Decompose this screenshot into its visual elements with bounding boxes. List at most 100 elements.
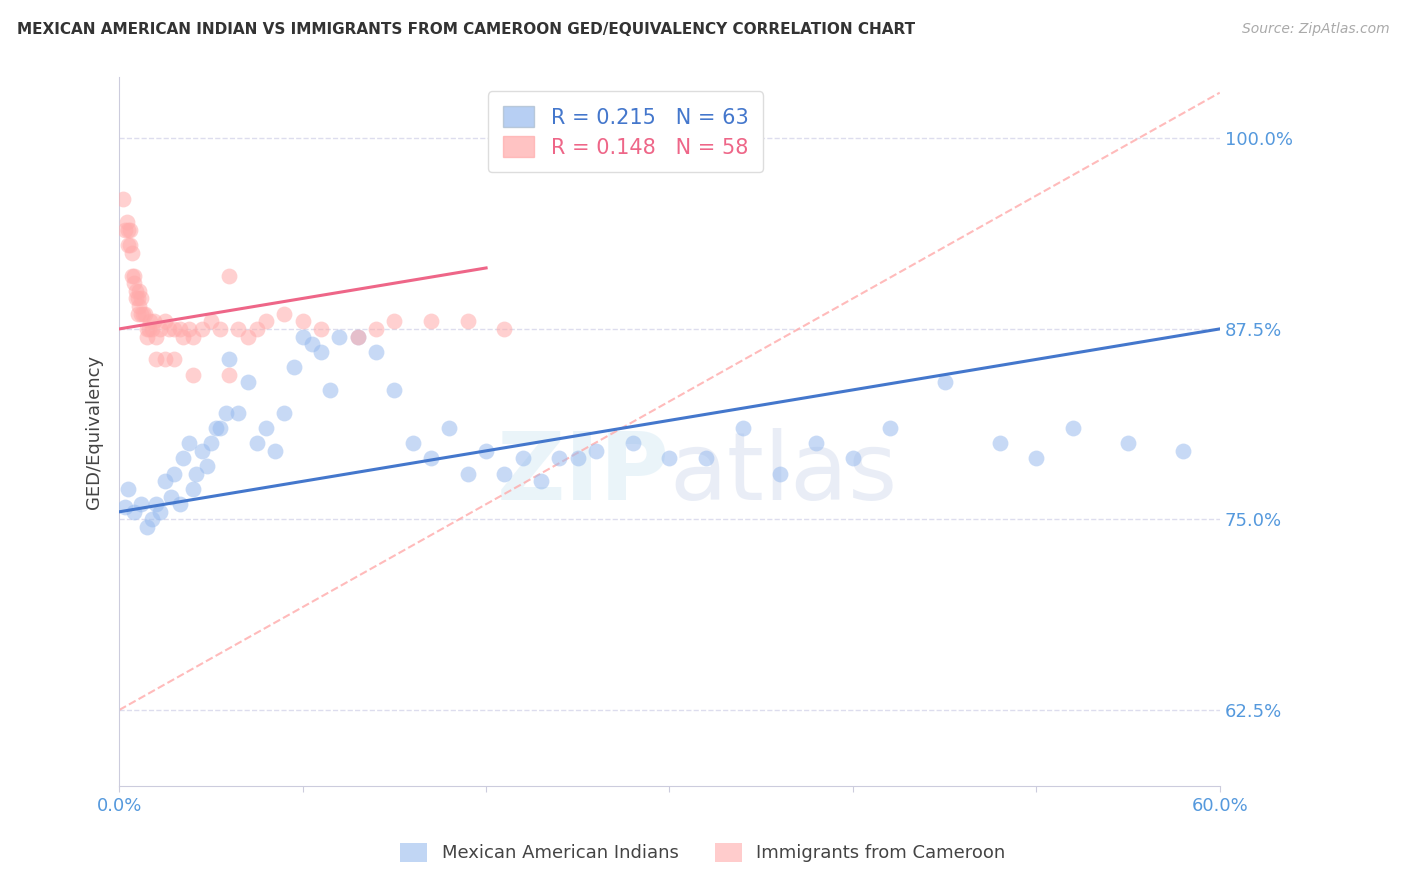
Point <box>128 284 150 298</box>
Point <box>346 329 368 343</box>
Point <box>328 329 350 343</box>
Point <box>264 443 287 458</box>
Point <box>402 436 425 450</box>
Point <box>934 376 956 390</box>
Point <box>177 436 200 450</box>
Point <box>548 451 571 466</box>
Point <box>111 193 134 207</box>
Point <box>117 482 139 496</box>
Point <box>114 500 136 515</box>
Point <box>138 322 160 336</box>
Text: MEXICAN AMERICAN INDIAN VS IMMIGRANTS FROM CAMEROON GED/EQUIVALENCY CORRELATION : MEXICAN AMERICAN INDIAN VS IMMIGRANTS FR… <box>17 22 915 37</box>
Point <box>879 421 901 435</box>
Point <box>494 322 516 336</box>
Point <box>291 329 314 343</box>
Point <box>283 359 305 374</box>
Point <box>115 215 138 229</box>
Point <box>512 451 534 466</box>
Point <box>135 329 157 343</box>
Point <box>1025 451 1047 466</box>
Point <box>218 268 240 283</box>
Point <box>731 421 754 435</box>
Point <box>145 497 167 511</box>
Point <box>420 314 443 328</box>
Point <box>114 223 136 237</box>
Point <box>172 451 194 466</box>
Point <box>169 322 191 336</box>
Point <box>129 307 152 321</box>
Point <box>209 322 232 336</box>
Point <box>120 238 142 252</box>
Legend: R = 0.215   N = 63, R = 0.148   N = 58: R = 0.215 N = 63, R = 0.148 N = 58 <box>488 91 763 172</box>
Point <box>200 436 222 450</box>
Point <box>384 383 406 397</box>
Point <box>364 344 387 359</box>
Point <box>658 451 681 466</box>
Point <box>129 292 152 306</box>
Point <box>195 459 218 474</box>
Point <box>134 307 156 321</box>
Point <box>145 352 167 367</box>
Point <box>439 421 461 435</box>
Point <box>228 322 250 336</box>
Text: Source: ZipAtlas.com: Source: ZipAtlas.com <box>1241 22 1389 37</box>
Point <box>122 276 145 290</box>
Point <box>141 322 163 336</box>
Point <box>273 406 295 420</box>
Point <box>567 451 589 466</box>
Point <box>346 329 368 343</box>
Point <box>135 322 157 336</box>
Point <box>218 352 240 367</box>
Point <box>117 223 139 237</box>
Text: atlas: atlas <box>669 428 898 520</box>
Point <box>768 467 790 481</box>
Point <box>135 520 157 534</box>
Point <box>200 314 222 328</box>
Point <box>125 292 148 306</box>
Point <box>457 467 479 481</box>
Point <box>254 314 277 328</box>
Text: ZIP: ZIP <box>496 428 669 520</box>
Point <box>128 299 150 313</box>
Point <box>1171 443 1194 458</box>
Point <box>246 322 269 336</box>
Point <box>129 497 152 511</box>
Point <box>143 314 166 328</box>
Point <box>181 368 204 382</box>
Point <box>254 421 277 435</box>
Point <box>309 344 332 359</box>
Point <box>191 443 214 458</box>
Point <box>122 268 145 283</box>
Point <box>169 497 191 511</box>
Point <box>218 368 240 382</box>
Point <box>246 436 269 450</box>
Point <box>177 322 200 336</box>
Point <box>457 314 479 328</box>
Point <box>1116 436 1139 450</box>
Point <box>163 467 186 481</box>
Point <box>132 307 155 321</box>
Point <box>585 443 607 458</box>
Point <box>163 322 186 336</box>
Point <box>120 223 142 237</box>
Point <box>384 314 406 328</box>
Point <box>153 475 176 489</box>
Point <box>186 467 208 481</box>
Point <box>695 451 717 466</box>
Point <box>291 314 314 328</box>
Point <box>494 467 516 481</box>
Point <box>139 314 162 328</box>
Point <box>121 245 143 260</box>
Point <box>127 292 149 306</box>
Point <box>181 482 204 496</box>
Point <box>806 436 828 450</box>
Point <box>236 329 259 343</box>
Point <box>621 436 644 450</box>
Point <box>420 451 443 466</box>
Point <box>181 329 204 343</box>
Point <box>157 322 180 336</box>
Point <box>236 376 259 390</box>
Point <box>159 490 181 504</box>
Point <box>309 322 332 336</box>
Point <box>273 307 295 321</box>
